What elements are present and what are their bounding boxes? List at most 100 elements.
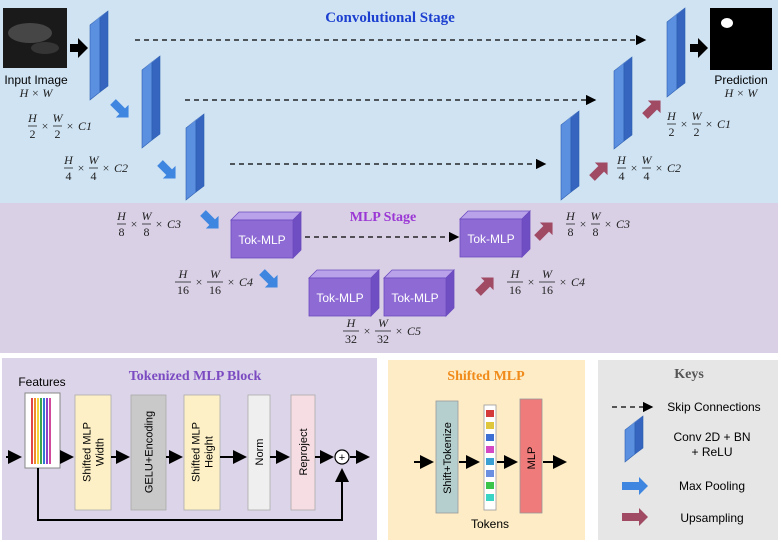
- tok-step-label: Height: [204, 436, 216, 468]
- token-cell: [486, 482, 494, 489]
- dim-denominator: 4: [91, 169, 97, 183]
- tok-step-box: [130, 394, 167, 511]
- token-cells: [486, 410, 494, 501]
- token-cell: [486, 470, 494, 477]
- dim-times: ×: [396, 324, 403, 338]
- dim-denominator: 8: [568, 225, 574, 239]
- dim-numerator: H: [565, 209, 576, 223]
- dim-numerator: W: [542, 267, 553, 281]
- dim-channel: C2: [667, 161, 681, 175]
- pool-arrow-2: [157, 160, 176, 179]
- up-arrow-3: [589, 162, 608, 181]
- conv-block-dec-2: [613, 56, 633, 150]
- dim-numerator: W: [692, 109, 703, 123]
- input-arrow: [70, 38, 88, 58]
- dim-numerator: H: [116, 209, 127, 223]
- dim-denominator: 16: [177, 283, 189, 297]
- dim-channel: C4: [571, 275, 585, 289]
- dim-channel: C4: [239, 275, 253, 289]
- features-label: Features: [18, 375, 65, 389]
- key-up-label: Upsampling: [680, 511, 743, 525]
- residual-add: [334, 449, 350, 465]
- dim-denominator: 8: [119, 225, 125, 239]
- token-cell: [486, 434, 494, 441]
- tok-mlp-label: Tok-MLP: [391, 291, 438, 305]
- input-image-label: Input Image: [4, 73, 68, 87]
- input-image-dims: H × W: [19, 86, 54, 100]
- conv-stage-title: Convolutional Stage: [325, 10, 455, 26]
- output-arrow: [690, 38, 708, 58]
- tok-mlp-label: Tok-MLP: [467, 232, 514, 246]
- dim-denominator: 16: [509, 283, 521, 297]
- dim-times: ×: [364, 324, 371, 338]
- pool-arrows: [110, 99, 278, 288]
- tok-step-label: Width: [95, 438, 107, 466]
- dim-times: ×: [631, 161, 638, 175]
- dim-numerator: W: [210, 267, 221, 281]
- dim-numerator: H: [346, 316, 357, 330]
- tok-block-title: Tokenized MLP Block: [129, 369, 262, 384]
- prediction-mask: [721, 18, 733, 28]
- dim-channel: C2: [114, 161, 128, 175]
- tok-mlp-dec-1: Tok-MLP: [459, 210, 531, 258]
- key-conv-label-1: Conv 2D + BN: [673, 430, 750, 444]
- tok-step-box: [247, 394, 271, 511]
- dim-times: ×: [706, 117, 713, 131]
- dim-denominator: 2: [694, 125, 700, 139]
- dim-times: ×: [67, 119, 74, 133]
- key-up-arrow: [622, 508, 648, 526]
- keys-title: Keys: [674, 367, 704, 382]
- encoder-dim-3: H8×W8× C3: [116, 209, 181, 239]
- dim-times: ×: [656, 161, 663, 175]
- dim-times: ×: [156, 217, 163, 231]
- tok-step-box: [183, 394, 221, 511]
- dim-numerator: W: [142, 209, 153, 223]
- conv-block-enc-2: [141, 55, 161, 149]
- tok-step-label: Shifted MLP: [82, 422, 94, 482]
- dim-times: ×: [131, 217, 138, 231]
- shift-tokenize-box: [435, 400, 459, 514]
- token-cell: [486, 494, 494, 501]
- token-cell: [486, 422, 494, 429]
- key-conv-label-2: + ReLU: [691, 445, 732, 459]
- key-conv-icon: [624, 415, 644, 463]
- conv-stage-bg: [0, 0, 778, 203]
- conv-block-dec-3: [560, 110, 580, 201]
- mlp-label: MLP: [526, 447, 538, 470]
- tokens-label: Tokens: [471, 517, 509, 531]
- dim-numerator: W: [642, 153, 653, 167]
- dim-channel: C1: [717, 117, 731, 131]
- key-skip-label: Skip Connections: [667, 400, 760, 414]
- conv-blocks: [89, 7, 686, 201]
- dim-numerator: H: [510, 267, 521, 281]
- key-pool-icon: [622, 477, 648, 495]
- token-cell: [486, 446, 494, 453]
- tok-mlp-enc-2: Tok-MLP: [308, 269, 380, 317]
- pool-arrow-3: [200, 210, 219, 229]
- dim-numerator: H: [63, 153, 74, 167]
- conv-block-dec-1: [666, 7, 686, 98]
- dim-denominator: 2: [30, 127, 36, 141]
- tok-step-label: Norm: [254, 439, 266, 466]
- dim-times: ×: [228, 275, 235, 289]
- up-arrow-1: [475, 277, 494, 296]
- dim-denominator: 32: [345, 332, 357, 346]
- prediction-image: [710, 8, 772, 70]
- token-cell: [486, 458, 494, 465]
- dim-times: ×: [42, 119, 49, 133]
- encoder-dim-2: H4×W4× C2: [63, 153, 128, 183]
- mlp-box: [519, 398, 543, 514]
- dim-times: ×: [605, 217, 612, 231]
- dim-denominator: 16: [541, 283, 553, 297]
- encoder-dim-5: H 32 × W 32 × C5: [343, 316, 421, 346]
- dim-numerator: H: [666, 109, 677, 123]
- tok-step-box: [290, 394, 316, 511]
- dim-denominator: 8: [593, 225, 599, 239]
- up-arrow-2: [534, 222, 553, 241]
- dim-denominator: 4: [66, 169, 72, 183]
- mlp-stage-title: MLP Stage: [350, 210, 417, 225]
- feature-lines: [31, 398, 51, 464]
- dim-channel: C3: [167, 217, 181, 231]
- input-image-texture-2: [31, 42, 59, 54]
